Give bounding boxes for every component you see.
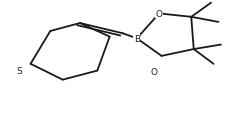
Text: S: S (16, 66, 22, 75)
Text: B: B (134, 34, 140, 43)
Text: O: O (156, 10, 162, 19)
Text: O: O (151, 67, 158, 76)
